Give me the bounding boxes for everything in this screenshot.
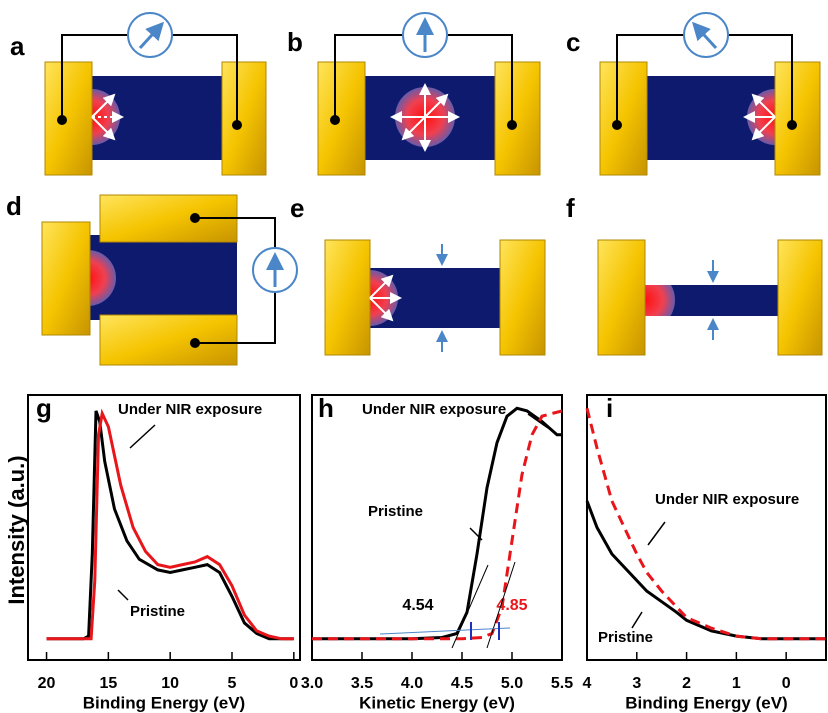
series-label: Under NIR exposure [655, 491, 799, 508]
x-tick-label: 5.0 [501, 675, 523, 692]
annotation: 4.54 [402, 597, 433, 614]
x-tick-label: 4 [583, 675, 592, 692]
series-label: Under NIR exposure [118, 401, 262, 418]
series-label: Under NIR exposure [362, 401, 506, 418]
x-tick-label: 3.5 [351, 675, 373, 692]
figure: a b c d e f Intensity (a.u.) 20151050Bin… [0, 0, 828, 713]
x-tick-label: 3.0 [301, 675, 323, 692]
panel-label: d [6, 191, 22, 221]
panel-label: a [10, 31, 25, 61]
plot-frame [28, 395, 300, 660]
panel-label: b [287, 27, 303, 57]
panel-label: g [36, 393, 52, 423]
series-label: Pristine [130, 603, 185, 620]
page: {"panels":["a","b","c","d","e","f"], "y_… [0, 0, 828, 713]
series-label: Pristine [598, 629, 653, 646]
panel-label: e [290, 193, 304, 223]
leader-line [118, 590, 128, 600]
panel-label: f [566, 193, 575, 223]
x-tick-label: 2 [682, 675, 691, 692]
x-tick-label: 1 [732, 675, 741, 692]
plot-frame [587, 395, 826, 660]
x-tick-label: 0 [289, 675, 298, 692]
leader-line [130, 425, 155, 448]
series-line [587, 408, 826, 639]
x-axis-label: Kinetic Energy (eV) [359, 693, 515, 712]
x-tick-label: 4.0 [401, 675, 423, 692]
x-tick-label: 0 [782, 675, 791, 692]
leader-line [648, 522, 665, 545]
panel-label: i [606, 393, 613, 423]
leader-line [632, 612, 642, 628]
series-label: Pristine [368, 503, 423, 520]
x-tick-label: 5 [228, 675, 237, 692]
x-tick-label: 4.5 [451, 675, 473, 692]
panel-label: h [318, 393, 334, 423]
x-tick-label: 5.5 [551, 675, 573, 692]
x-tick-label: 15 [99, 675, 117, 692]
panel-label: c [566, 27, 580, 57]
x-axis-label: Binding Energy (eV) [625, 693, 787, 712]
plot-frame [312, 395, 562, 660]
x-tick-label: 20 [38, 675, 56, 692]
x-axis-label: Binding Energy (eV) [83, 693, 245, 712]
y-axis-label: Intensity (a.u.) [4, 455, 29, 604]
x-tick-label: 3 [632, 675, 641, 692]
schematics [42, 13, 822, 365]
x-tick-label: 10 [161, 675, 179, 692]
